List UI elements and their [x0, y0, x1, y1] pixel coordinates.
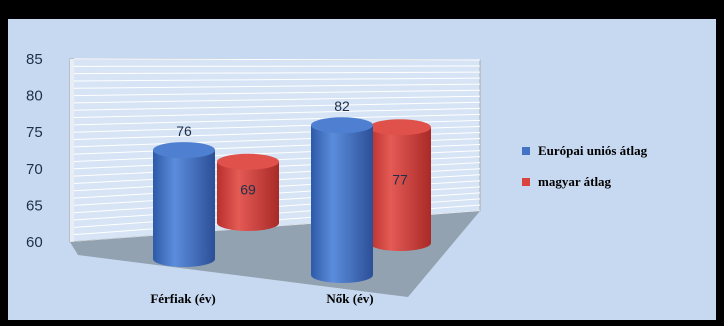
bar-top	[153, 142, 215, 159]
bar-eu-0: 76	[153, 123, 215, 267]
y-axis-ticks: 60 65 70 75 80 85	[26, 51, 43, 251]
bar-eu-1: 82	[311, 98, 373, 283]
y-tick-label: 60	[26, 234, 43, 251]
plot-area: 60 65 70 75 80 85 69 76 77 82 Férfiak (év) Nők (é…	[8, 19, 716, 320]
bar-body	[217, 161, 279, 231]
y-tick-label: 80	[26, 88, 43, 105]
bars: 69 76 77 82	[153, 98, 431, 283]
gridline	[73, 107, 481, 119]
legend-label: magyar átlag	[538, 174, 612, 189]
gridline	[73, 113, 481, 126]
category-labels: Férfiak (év) Nők (év)	[150, 291, 373, 306]
data-label: 82	[334, 98, 350, 114]
gridline	[73, 71, 481, 75]
gridline	[73, 77, 481, 82]
bar-hu-1: 77	[369, 119, 431, 251]
bar-top	[369, 119, 431, 136]
bar-top	[217, 153, 279, 170]
data-label: 77	[392, 171, 408, 187]
data-label: 76	[176, 123, 192, 139]
legend: Európai uniós átlag magyar átlag	[522, 143, 648, 189]
bar-body	[311, 125, 373, 283]
y-tick-label: 70	[26, 161, 43, 178]
chart-svg: 60 65 70 75 80 85 69 76 77 82 Férfiak (év) Nők (é…	[26, 51, 648, 306]
bar-top	[311, 117, 373, 134]
category-label: Férfiak (év)	[150, 291, 215, 306]
gridline	[73, 58, 481, 61]
category-label: Nők (év)	[326, 291, 373, 306]
gridline	[73, 89, 481, 97]
gridline	[73, 83, 481, 89]
legend-label: Európai uniós átlag	[538, 143, 648, 158]
data-label: 69	[240, 181, 256, 197]
bar-hu-0: 69	[217, 153, 279, 231]
bar-body	[369, 127, 431, 251]
bar-body	[153, 150, 215, 267]
gridline	[73, 101, 481, 111]
gridline	[73, 95, 481, 104]
y-tick-label: 65	[26, 197, 43, 214]
legend-swatch	[522, 178, 530, 186]
legend-swatch	[522, 147, 530, 155]
y-tick-label: 85	[26, 51, 43, 68]
side-wall	[70, 59, 74, 242]
y-tick-label: 75	[26, 124, 43, 141]
